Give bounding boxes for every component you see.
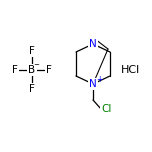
Text: N: N <box>89 79 97 89</box>
Text: Cl: Cl <box>101 104 111 114</box>
Text: F: F <box>46 65 52 75</box>
Text: +: + <box>96 74 102 83</box>
Text: HCl: HCl <box>120 65 140 75</box>
Text: B: B <box>28 65 36 75</box>
Text: −: − <box>33 62 39 68</box>
Text: F: F <box>29 46 35 56</box>
Text: F: F <box>12 65 18 75</box>
Text: N: N <box>89 39 97 49</box>
Text: F: F <box>29 84 35 94</box>
